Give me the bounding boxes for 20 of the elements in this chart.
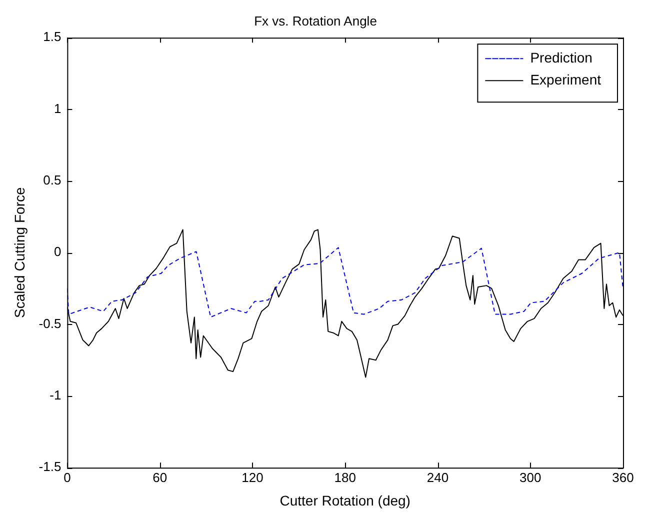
y-tick-label: 0.5 (43, 172, 62, 188)
y-tick-label: 1 (54, 100, 62, 116)
y-tick-label: -0.5 (38, 316, 62, 331)
y-tick-label: -1.5 (38, 459, 62, 474)
legend-label: Prediction (530, 49, 592, 66)
chart-title: Fx vs. Rotation Angle (254, 13, 377, 28)
x-tick-label: 120 (242, 470, 264, 485)
x-tick-label: 240 (426, 470, 449, 485)
x-tick-label: 360 (612, 470, 634, 485)
y-tick-label: -1 (50, 388, 62, 403)
x-tick-label: 0 (64, 470, 71, 485)
y-tick-label: 0 (54, 244, 62, 260)
y-tick-label: 1.5 (43, 29, 62, 44)
y-axis-title: Scaled Cutting Force (11, 187, 28, 318)
x-tick-label: 60 (152, 470, 168, 485)
x-tick-label: 300 (520, 470, 542, 485)
x-tick-label: 180 (334, 470, 356, 485)
line-series (67, 247, 623, 318)
x-axis-title: Cutter Rotation (deg) (280, 492, 410, 508)
legend-label: Experiment (530, 71, 602, 88)
